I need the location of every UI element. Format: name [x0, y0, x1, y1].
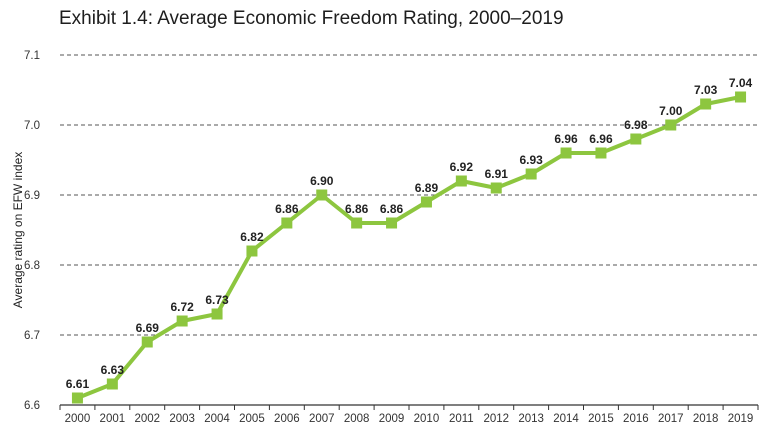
grid-lines — [60, 54, 758, 336]
data-label: 6.86 — [380, 202, 404, 216]
x-tick-label: 2000 — [65, 413, 91, 425]
y-tick-label: 7.0 — [24, 120, 40, 132]
data-labels: 6.61 6.63 6.69 6.72 6.73 6.82 6.86 6.90 6.86 6.86… — [66, 76, 753, 391]
data-label: 7.03 — [694, 83, 718, 97]
x-tick-label: 2015 — [588, 413, 614, 425]
data-label: 6.96 — [589, 132, 613, 146]
data-point — [351, 217, 363, 229]
data-label: 6.93 — [519, 153, 543, 167]
y-tick-label: 6.6 — [24, 400, 40, 412]
x-tick-label: 2012 — [483, 413, 509, 425]
data-label: 6.82 — [240, 230, 264, 244]
data-label: 6.61 — [66, 377, 90, 391]
x-tick-label: 2017 — [658, 413, 684, 425]
data-point — [141, 336, 153, 348]
data-point — [246, 245, 258, 257]
chart-title: Exhibit 1.4: Average Economic Freedom Ra… — [59, 8, 564, 29]
x-tick-label: 2010 — [414, 413, 440, 425]
data-label: 6.86 — [345, 202, 369, 216]
x-tick-label: 2016 — [623, 413, 649, 425]
data-label: 6.63 — [101, 363, 125, 377]
data-point — [106, 378, 118, 390]
x-tick-label: 2003 — [169, 413, 195, 425]
x-tick-label: 2004 — [204, 413, 230, 425]
data-label: 6.72 — [170, 300, 194, 314]
data-label: 6.91 — [485, 167, 509, 181]
y-tick-label: 6.9 — [24, 190, 40, 202]
data-label: 6.96 — [554, 132, 578, 146]
x-tick-label: 2006 — [274, 413, 300, 425]
data-label: 6.92 — [450, 160, 474, 174]
data-label: 6.69 — [136, 321, 160, 335]
data-point — [281, 217, 293, 229]
y-tick-label: 7.1 — [24, 50, 40, 62]
data-point — [316, 189, 328, 201]
data-point — [525, 168, 537, 180]
y-tick-label: 6.7 — [24, 330, 40, 342]
data-label: 6.89 — [415, 181, 439, 195]
data-point — [420, 196, 432, 208]
x-tick-label: 2007 — [309, 413, 335, 425]
y-tick-label: 6.8 — [24, 260, 40, 272]
data-label: 7.04 — [729, 76, 753, 90]
x-tick-label: 2002 — [134, 413, 160, 425]
data-point — [490, 182, 502, 194]
data-point — [700, 98, 712, 110]
x-tick-label: 2005 — [239, 413, 265, 425]
data-point — [665, 119, 677, 131]
data-point — [211, 308, 223, 320]
data-label: 6.86 — [275, 202, 299, 216]
data-point — [595, 147, 607, 159]
y-axis-label: Average rating on EFW index — [11, 152, 25, 309]
data-points — [71, 91, 747, 404]
y-axis-ticks: 6.6 6.7 6.8 6.9 7.0 7.1 — [24, 50, 40, 412]
data-label: 6.98 — [624, 118, 648, 132]
data-label: 6.90 — [310, 174, 334, 188]
x-tick-label: 2011 — [449, 413, 474, 425]
x-tick-label: 2014 — [553, 413, 579, 425]
data-point — [735, 91, 747, 103]
x-tick-label: 2013 — [518, 413, 544, 425]
x-tick-label: 2008 — [344, 413, 370, 425]
x-tick-label: 2001 — [100, 413, 126, 425]
x-axis-ticks: 2000 2001 2002 2003 2004 2005 2006 2007 2008 2009… — [59, 405, 759, 425]
data-point — [630, 133, 642, 145]
data-label: 6.73 — [205, 293, 229, 307]
data-point — [176, 315, 188, 327]
data-point — [386, 217, 398, 229]
data-label: 7.00 — [659, 104, 683, 118]
x-tick-label: 2019 — [728, 413, 754, 425]
data-point — [560, 147, 572, 159]
series-line — [76, 95, 741, 400]
data-point — [455, 175, 467, 187]
x-tick-label: 2009 — [379, 413, 405, 425]
data-point — [71, 392, 83, 404]
x-tick-label: 2018 — [693, 413, 719, 425]
